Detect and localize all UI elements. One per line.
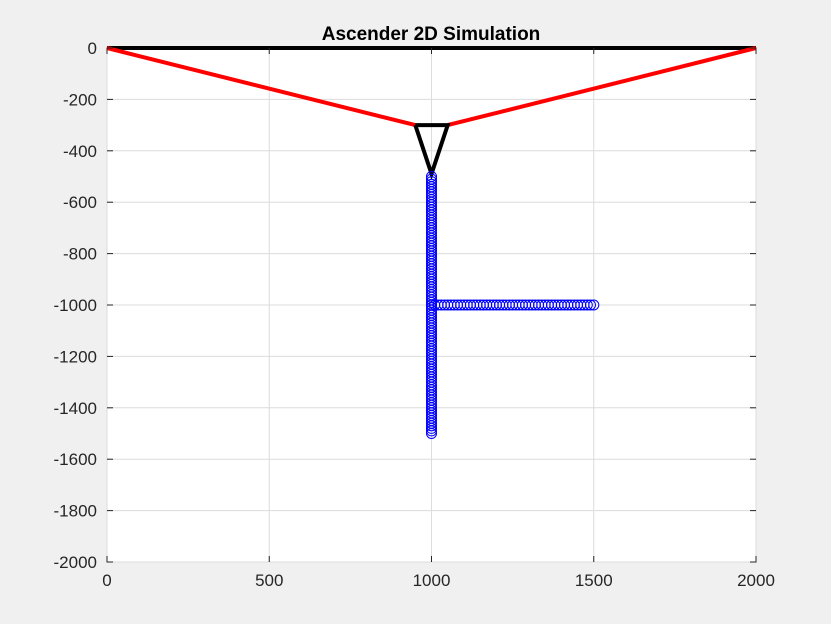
- y-tick-label: 0: [88, 39, 97, 58]
- x-tick-label: 1000: [413, 571, 451, 590]
- y-tick-label: -400: [63, 142, 97, 161]
- left-rope-line: [106, 46, 416, 128]
- right-rope-line: [447, 46, 757, 128]
- y-tick-labels: 0 -200 -400 -600 -800 -1000 -1200 -1400 -1600 -18…: [54, 39, 97, 572]
- axis-ticks: [106, 47, 757, 563]
- vertical-marker: [426, 422, 437, 434]
- y-tick-label: -800: [63, 245, 97, 264]
- y-tick-label: -1600: [54, 450, 97, 469]
- horizontal-marker: [585, 299, 596, 311]
- x-tick-labels: 0 500 1000 1500 2000: [102, 571, 775, 590]
- vertical-marker: [426, 425, 437, 437]
- x-tick-label: 1500: [575, 571, 613, 590]
- vertical-marker: [426, 428, 437, 439]
- y-tick-label: -200: [63, 90, 97, 109]
- y-tick-label: -1800: [54, 502, 97, 521]
- horizontal-marker: [588, 299, 600, 311]
- vertical-marker: [426, 420, 437, 432]
- y-tick-label: -2000: [54, 553, 97, 572]
- y-tick-label: -1400: [54, 399, 97, 418]
- horizontal-marker: [581, 299, 593, 311]
- y-tick-label: -600: [63, 193, 97, 212]
- x-tick-label: 500: [255, 571, 283, 590]
- x-tick-label: 0: [102, 571, 111, 590]
- triangle-line: [413, 123, 451, 181]
- y-tick-label: -1000: [54, 296, 97, 315]
- y-tick-label: -1200: [54, 347, 97, 366]
- x-tick-label: 2000: [737, 571, 775, 590]
- marker-series: [426, 171, 600, 439]
- chart-title: Ascender 2D Simulation: [322, 24, 541, 45]
